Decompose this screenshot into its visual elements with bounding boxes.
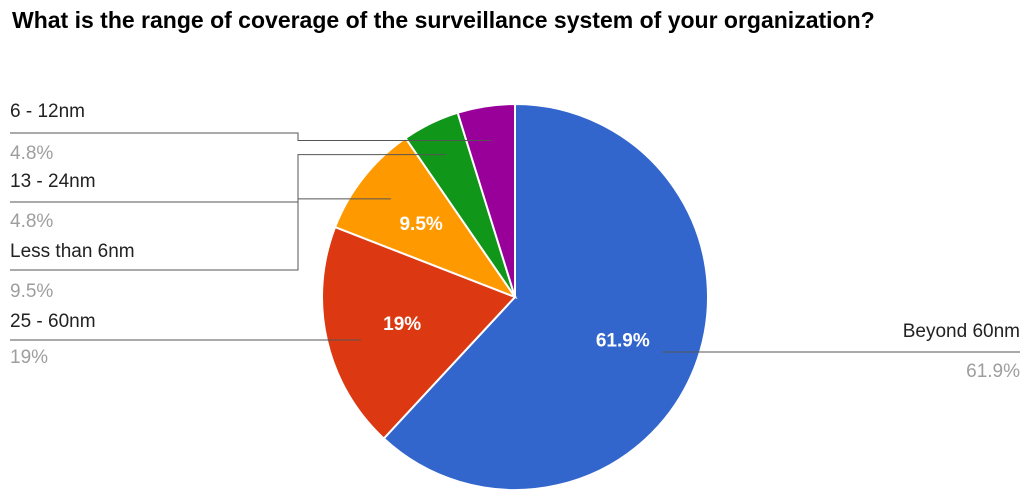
- slice-name-beyond-60nm: Beyond 60nm: [903, 321, 1020, 342]
- data-label-25-60nm: 19%: [383, 314, 421, 335]
- slice-value-6-12nm: 4.8%: [10, 143, 53, 164]
- leader-line-6-12nm: [10, 132, 492, 142]
- pie-slices: [321, 102, 709, 490]
- pie-slice-beyond-60nm: [382, 102, 709, 490]
- leader-lines: [10, 132, 1020, 353]
- slice-labels: 61.9% Beyond 60nm 61.9% 19% 25 - 60nm 19% 9.5%…: [10, 101, 1020, 382]
- pie-slice-6-12nm: [456, 102, 516, 298]
- slice-name-25-60nm: 25 - 60nm: [10, 311, 96, 332]
- data-label-beyond-60nm: 61.9%: [596, 330, 650, 351]
- slice-value-beyond-60nm: 61.9%: [966, 361, 1020, 382]
- slice-value-13-24nm: 4.8%: [10, 211, 53, 232]
- slice-value-less-than-6nm: 9.5%: [10, 281, 53, 302]
- chart-title: What is the range of coverage of the sur…: [12, 7, 875, 33]
- leader-line-13-24nm: [10, 154, 446, 203]
- slice-name-13-24nm: 13 - 24nm: [10, 171, 96, 192]
- slice-name-less-than-6nm: Less than 6nm: [10, 241, 135, 262]
- slice-value-25-60nm: 19%: [10, 347, 48, 368]
- data-label-less-than-6nm: 9.5%: [399, 214, 442, 235]
- leader-line-less-than-6nm: [10, 198, 391, 271]
- slice-name-6-12nm: 6 - 12nm: [10, 101, 85, 122]
